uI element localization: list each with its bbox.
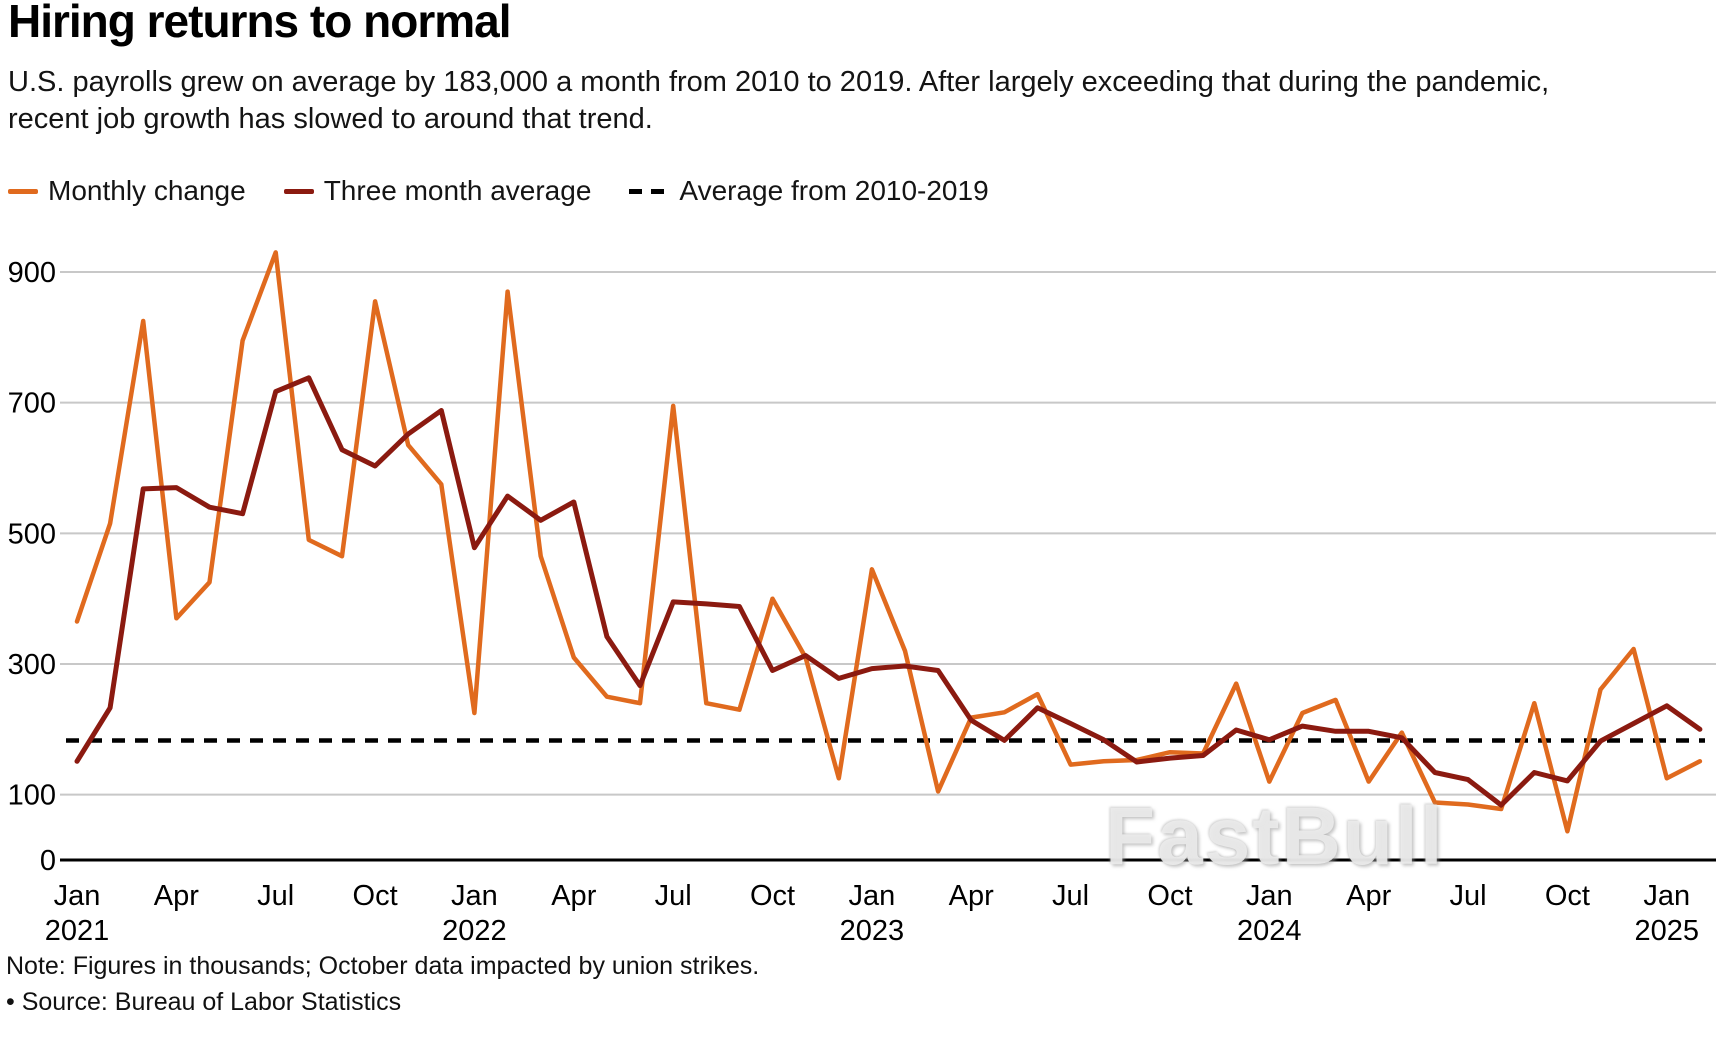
x-tick-label-Jan2022: Jan [451, 880, 498, 912]
x-tick-year-label-2022: 2022 [442, 915, 507, 947]
y-tick-label-700: 700 [8, 388, 56, 420]
x-tick-label-Jan2021: Jan [54, 880, 101, 912]
page-title: Hiring returns to normal [8, 0, 511, 47]
legend-label-average-2010-2019: Average from 2010-2019 [679, 175, 989, 206]
x-tick-label-Jul: Jul [1450, 880, 1487, 912]
x-tick-label-Jan2024: Jan [1246, 880, 1293, 912]
y-tick-label-100: 100 [8, 780, 56, 812]
x-tick-year-label-2024: 2024 [1237, 915, 1302, 947]
x-tick-label-Jul: Jul [1052, 880, 1089, 912]
x-tick-label-Oct: Oct [353, 880, 398, 912]
subtitle-line-1: U.S. payrolls grew on average by 183,000… [8, 66, 1550, 98]
chart-note: Note: Figures in thousands; October data… [6, 952, 760, 980]
legend-item-three-month-average: Three month average [283, 175, 592, 207]
x-tick-label-Oct: Oct [1147, 880, 1192, 912]
x-tick-label-Apr: Apr [551, 880, 596, 912]
x-tick-label-Apr: Apr [949, 880, 994, 912]
x-tick-label-Apr: Apr [1346, 880, 1391, 912]
x-tick-year-label-2025: 2025 [1635, 915, 1700, 947]
subtitle-line-2: recent job growth has slowed to around t… [8, 103, 653, 135]
legend-label-three-month-average: Three month average [323, 175, 592, 206]
x-tick-label-Jan2025: Jan [1643, 880, 1690, 912]
x-tick-label-Oct: Oct [750, 880, 795, 912]
three-month-average-swatch-icon [283, 188, 314, 194]
y-tick-label-900: 900 [8, 257, 56, 289]
x-tick-label-Jan2023: Jan [848, 880, 895, 912]
legend-item-monthly-change: Monthly change [8, 175, 246, 207]
y-tick-label-300: 300 [8, 649, 56, 681]
y-tick-label-0: 0 [40, 845, 56, 877]
legend-item-average-2010-2019: Average from 2010-2019 [629, 175, 989, 207]
x-tick-year-label-2023: 2023 [840, 915, 905, 947]
chart-source: • Source: Bureau of Labor Statistics [6, 988, 402, 1016]
y-tick-label-500: 500 [8, 518, 56, 550]
x-tick-label-Apr: Apr [154, 880, 199, 912]
three-month-average-line [74, 375, 1703, 808]
x-tick-label-Oct: Oct [1545, 880, 1590, 912]
chart-subtitle: U.S. payrolls grew on average by 183,000… [8, 64, 1549, 138]
x-tick-year-label-2021: 2021 [45, 915, 110, 947]
legend-label-monthly-change: Monthly change [48, 175, 246, 206]
monthly-change-line [74, 250, 1703, 834]
monthly-change-swatch-icon [8, 188, 38, 194]
x-tick-label-Jul: Jul [257, 880, 294, 912]
x-tick-label-Jul: Jul [655, 880, 692, 912]
chart-legend: Monthly change Three month average Avera… [8, 175, 989, 207]
average-dashed-swatch-icon [629, 188, 670, 194]
